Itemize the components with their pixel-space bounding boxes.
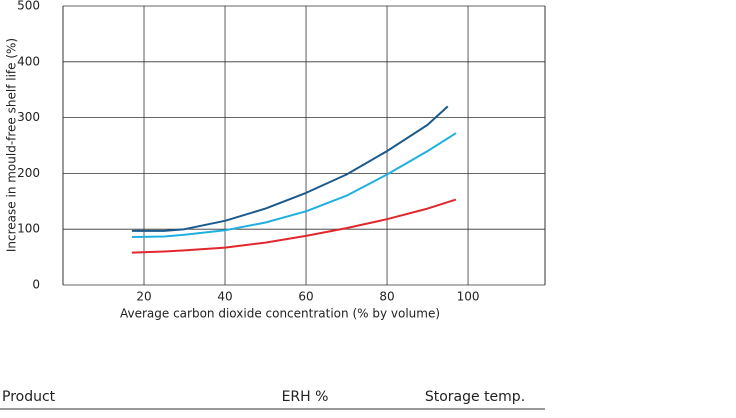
y-tick-label: 0 xyxy=(32,278,40,292)
x-tick-label: 40 xyxy=(217,290,232,304)
y-tick-label: 100 xyxy=(17,222,40,236)
table-header: ERH % xyxy=(282,389,329,405)
y-axis-title: Increase in mould-free shelf life (%) xyxy=(5,38,19,252)
x-tick-label: 80 xyxy=(379,290,394,304)
x-tick-label: 60 xyxy=(298,290,313,304)
series-line xyxy=(131,132,457,238)
table-header: Product xyxy=(2,389,56,405)
y-tick-label: 400 xyxy=(17,54,40,68)
table-header: Storage temp. xyxy=(425,389,525,405)
y-tick-label: 200 xyxy=(17,166,40,180)
x-axis-title: Average carbon dioxide concentration (% … xyxy=(120,307,440,321)
x-tick-label: 100 xyxy=(457,290,480,304)
y-tick-label: 500 xyxy=(17,0,40,13)
series-line xyxy=(131,105,449,232)
x-tick-label: 20 xyxy=(136,290,151,304)
y-tick-label: 300 xyxy=(17,110,40,124)
series-line xyxy=(131,198,457,254)
